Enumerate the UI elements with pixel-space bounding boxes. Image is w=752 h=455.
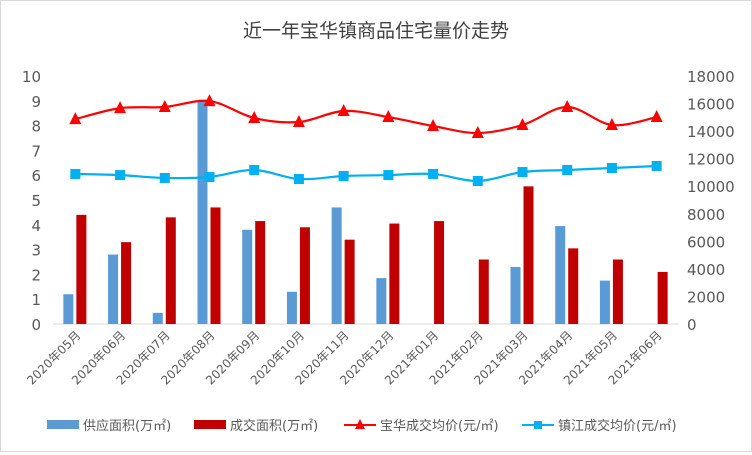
square-marker: [204, 171, 215, 182]
y-right-tick-label: 18000: [687, 68, 735, 86]
legend-label: 镇江成交均价(元/㎡): [558, 418, 677, 434]
triangle-marker: [114, 101, 127, 114]
bar-supply: [599, 280, 610, 324]
bar-supply: [510, 266, 521, 324]
y-right-tick-label: 8000: [687, 206, 725, 224]
y-left-tick-label: 0: [31, 316, 41, 334]
y-right-tick-label: 16000: [687, 96, 735, 114]
square-marker: [562, 164, 573, 175]
square-marker: [293, 174, 304, 185]
triangle-marker: [650, 110, 663, 123]
y-right-tick-label: 2000: [687, 288, 725, 306]
triangle-marker: [605, 118, 618, 131]
y-left-tick-label: 8: [31, 118, 41, 136]
y-right-tick-label: 6000: [687, 233, 725, 251]
bar-transaction: [344, 239, 355, 324]
y-left-tick-label: 7: [31, 142, 41, 160]
y-left-tick-label: 5: [31, 192, 41, 210]
triangle-marker: [561, 100, 574, 112]
bar-transaction: [165, 217, 176, 324]
triangle-marker: [292, 115, 305, 128]
legend-label: 宝华成交均价(元/㎡): [380, 418, 499, 434]
square-marker: [159, 172, 170, 183]
square-marker: [472, 175, 483, 186]
bar-transaction: [299, 227, 310, 324]
bar-transaction: [434, 221, 445, 324]
triangle-marker: [158, 100, 171, 112]
y-right-tick-label: 12000: [687, 151, 735, 169]
chart-title: 近一年宝华镇商品住宅量价走势: [243, 20, 509, 42]
y-right-tick-label: 14000: [687, 123, 735, 141]
triangle-marker: [69, 112, 82, 125]
bar-transaction: [478, 259, 489, 324]
y-left-tick-label: 1: [31, 291, 41, 309]
y-right-tick-label: 10000: [687, 178, 735, 196]
square-marker: [338, 171, 349, 182]
bar-supply: [376, 278, 387, 324]
bar-transaction: [255, 221, 266, 324]
legend-swatch: [47, 420, 79, 429]
bar-supply: [242, 229, 253, 324]
bar-transaction: [657, 271, 668, 324]
y-right-tick-label: 0: [687, 316, 697, 334]
bar-transaction: [210, 207, 221, 324]
triangle-marker: [382, 110, 395, 123]
square-marker: [517, 167, 528, 178]
legend-swatch: [194, 420, 226, 429]
square-marker: [606, 163, 617, 174]
triangle-marker: [203, 94, 216, 107]
bar-supply: [555, 226, 566, 324]
triangle-marker: [427, 119, 440, 132]
bar-transaction: [389, 223, 400, 324]
bar-transaction: [523, 186, 534, 324]
legend-triangle-marker: [355, 419, 365, 429]
series-line: [75, 99, 657, 135]
square-marker: [70, 168, 81, 179]
square-marker: [383, 170, 394, 181]
bar-transaction: [568, 248, 579, 324]
bar-transaction: [121, 242, 132, 324]
bar-supply: [286, 291, 297, 324]
bar-transaction: [612, 259, 623, 324]
y-left-tick-label: 3: [31, 242, 41, 260]
y-left-tick-label: 4: [31, 217, 41, 235]
legend-square-marker: [534, 421, 542, 429]
legend-label: 供应面积(万㎡): [83, 418, 171, 434]
y-left-tick-label: 2: [31, 266, 41, 284]
triangle-marker: [471, 126, 484, 139]
bar-supply: [197, 100, 208, 324]
y-left-tick-label: 10: [22, 68, 41, 86]
square-marker: [651, 160, 662, 171]
y-left-tick-label: 9: [31, 93, 41, 111]
legend-label: 成交面积(万㎡): [230, 418, 318, 434]
square-marker: [115, 170, 126, 181]
bar-transaction: [76, 214, 87, 324]
triangle-marker: [337, 103, 350, 116]
y-left-tick-label: 6: [31, 167, 41, 185]
bar-supply: [152, 312, 163, 324]
bar-supply: [331, 207, 342, 324]
triangle-marker: [248, 111, 261, 124]
square-marker: [428, 168, 439, 179]
bar-supply: [63, 294, 74, 324]
triangle-marker: [516, 118, 529, 131]
y-right-tick-label: 4000: [687, 261, 725, 279]
square-marker: [249, 164, 260, 175]
bar-supply: [108, 254, 119, 324]
